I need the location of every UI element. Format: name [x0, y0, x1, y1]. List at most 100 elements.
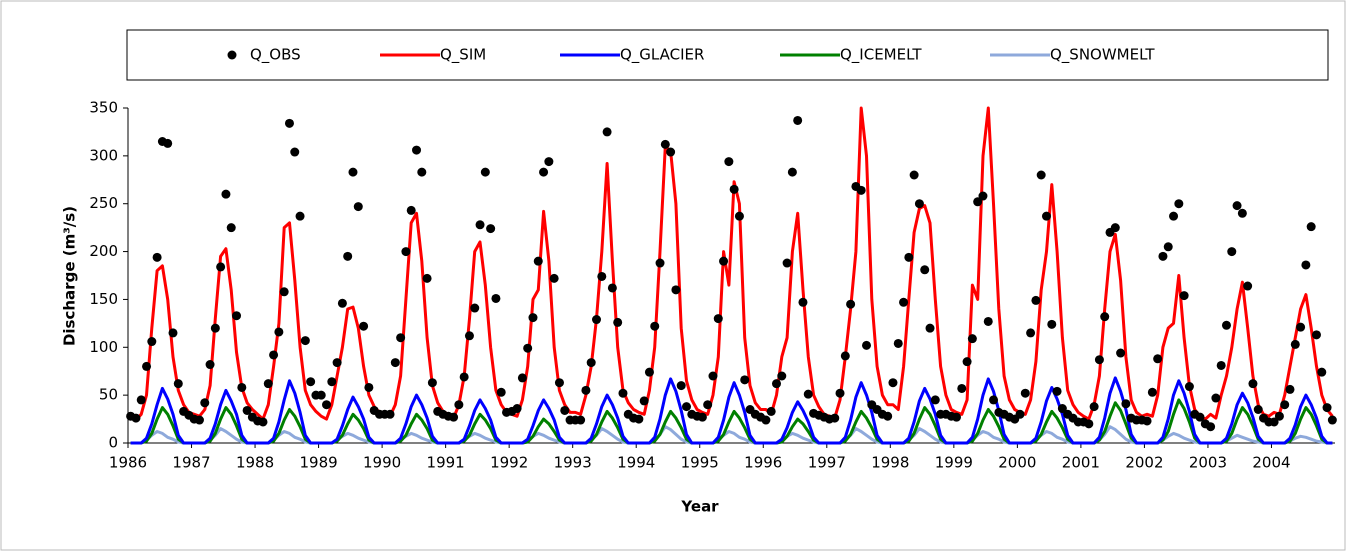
obs-point	[1047, 319, 1057, 329]
obs-point	[909, 170, 919, 180]
obs-point	[1094, 355, 1104, 365]
x-axis-label: Year	[680, 498, 719, 516]
obs-point	[1327, 415, 1337, 425]
obs-point	[269, 350, 279, 360]
x-tick-label: 1986	[109, 454, 147, 472]
obs-point	[173, 379, 183, 389]
obs-point	[152, 252, 162, 262]
obs-point	[1158, 251, 1168, 261]
obs-point	[427, 378, 437, 388]
x-tick-label: 2000	[998, 454, 1036, 472]
obs-point	[618, 388, 628, 398]
obs-point	[639, 396, 649, 406]
obs-point	[1227, 247, 1237, 257]
obs-point	[1184, 382, 1194, 392]
obs-point	[1179, 291, 1189, 301]
obs-point	[422, 273, 432, 283]
y-tick-label: 0	[108, 434, 118, 452]
obs-point	[1026, 328, 1036, 338]
x-tick-label: 1997	[808, 454, 846, 472]
obs-point	[1110, 223, 1120, 233]
series-line	[130, 376, 1333, 445]
obs-point	[401, 247, 411, 257]
obs-point	[385, 409, 395, 419]
legend-label: Q_SNOWMELT	[1050, 46, 1155, 65]
obs-point	[279, 287, 289, 297]
obs-point	[417, 167, 427, 177]
obs-point	[306, 377, 316, 387]
obs-point	[364, 382, 374, 392]
obs-point	[920, 265, 930, 275]
obs-point	[1296, 322, 1306, 332]
obs-point	[560, 405, 570, 415]
x-tick-label: 1993	[554, 454, 592, 472]
x-tick-label: 2001	[1062, 454, 1100, 472]
obs-point	[226, 223, 236, 233]
obs-point	[840, 351, 850, 361]
obs-point	[967, 334, 977, 344]
obs-point	[581, 385, 591, 395]
obs-point	[168, 328, 178, 338]
obs-point	[989, 395, 999, 405]
x-tick-label: 1992	[490, 454, 528, 472]
y-tick-label: 50	[99, 386, 118, 404]
obs-point	[729, 184, 739, 194]
y-tick-label: 100	[89, 338, 118, 356]
x-tick-label: 1990	[363, 454, 401, 472]
obs-point	[724, 157, 734, 167]
obs-point	[1301, 260, 1311, 270]
obs-point	[782, 258, 792, 268]
obs-point	[327, 377, 337, 387]
obs-point	[682, 402, 692, 412]
obs-point	[496, 387, 506, 397]
x-tick-label: 2004	[1252, 454, 1290, 472]
obs-point	[703, 400, 713, 410]
obs-point	[914, 199, 924, 209]
obs-point	[459, 372, 469, 382]
obs-point	[1084, 419, 1094, 429]
obs-point	[136, 395, 146, 405]
obs-point	[1100, 312, 1110, 322]
x-tick-label: 1989	[299, 454, 337, 472]
obs-point	[142, 361, 152, 371]
obs-point	[798, 297, 808, 307]
obs-point	[512, 404, 522, 414]
obs-point	[1248, 379, 1258, 389]
obs-point	[1311, 330, 1321, 340]
obs-point	[888, 378, 898, 388]
obs-point	[1052, 386, 1062, 396]
obs-point	[978, 191, 988, 201]
obs-point	[464, 331, 474, 341]
obs-point	[576, 415, 586, 425]
obs-point	[290, 147, 300, 157]
obs-point	[1057, 404, 1067, 414]
obs-point	[1142, 416, 1152, 426]
obs-point	[951, 412, 961, 422]
x-tick-label: 1998	[871, 454, 909, 472]
x-tick-label: 2002	[1125, 454, 1163, 472]
obs-point	[316, 390, 326, 400]
obs-point	[1237, 208, 1247, 218]
obs-point	[343, 251, 353, 261]
obs-point	[1206, 422, 1216, 432]
obs-point	[300, 336, 310, 346]
legend-label: Q_OBS	[250, 46, 301, 65]
obs-point	[554, 378, 564, 388]
obs-point	[210, 323, 220, 333]
obs-point	[449, 412, 459, 422]
obs-point	[671, 285, 681, 295]
x-tick-label: 1996	[744, 454, 782, 472]
x-tick-label: 1994	[617, 454, 655, 472]
obs-point	[793, 115, 803, 125]
obs-point	[1232, 201, 1242, 211]
obs-point	[237, 382, 247, 392]
obs-point	[1211, 393, 1221, 403]
obs-point	[480, 167, 490, 177]
series-line	[129, 106, 1334, 422]
obs-point	[660, 139, 670, 149]
obs-point	[263, 379, 273, 389]
obs-point	[925, 323, 935, 333]
legend-label: Q_ICEMELT	[840, 46, 922, 65]
x-tick-label: 1988	[236, 454, 274, 472]
obs-point	[1121, 399, 1131, 409]
